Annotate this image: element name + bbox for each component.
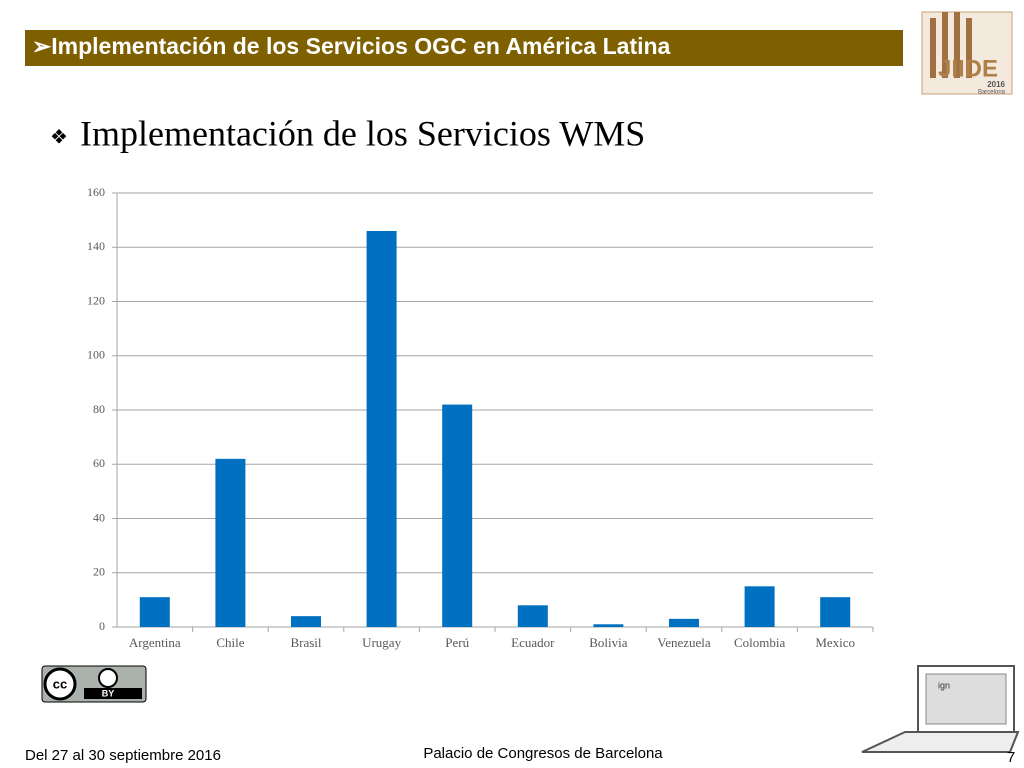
x-tick-label: Bolivia — [589, 635, 628, 650]
x-tick-label: Urugay — [362, 635, 401, 650]
y-tick-label: 80 — [93, 402, 105, 416]
y-tick-label: 40 — [93, 510, 105, 524]
y-tick-label: 100 — [87, 348, 105, 362]
logo: JIIDE 2016 Barcelona — [921, 11, 1013, 96]
y-tick-label: 160 — [87, 185, 105, 199]
x-tick-label: Ecuador — [511, 635, 555, 650]
bar — [215, 458, 246, 627]
laptop-label: ign — [938, 680, 950, 690]
bar — [517, 605, 548, 627]
bar — [442, 404, 473, 627]
chart: 0 20 40 60 80 100 120 140 160 Argentina Chile Brasi… — [87, 185, 874, 650]
page-number: 7 — [1007, 749, 1015, 766]
x-tick-label: Mexico — [815, 635, 855, 650]
logo-year: 2016 — [987, 80, 1005, 89]
x-tick-label: Argentina — [129, 635, 181, 650]
bar — [139, 597, 170, 627]
x-tick-label: Colombia — [734, 635, 786, 650]
bar — [291, 616, 321, 627]
bar — [820, 597, 851, 627]
x-tick-label: Brasil — [290, 635, 321, 650]
heading-bullet: ❖ — [50, 127, 68, 149]
bar — [669, 618, 699, 627]
bar — [744, 586, 775, 627]
y-tick-label: 0 — [99, 619, 105, 633]
y-tick-label: 60 — [93, 456, 105, 470]
header-bar — [25, 30, 903, 66]
svg-text:cc: cc — [53, 676, 67, 691]
y-tick-label: 20 — [93, 565, 105, 579]
logo-name: JIIDE — [938, 55, 998, 82]
cc-badge: cc BY — [41, 665, 147, 703]
logo-city: Barcelona — [978, 90, 1006, 96]
laptop: ign — [861, 665, 1020, 753]
footer-dates: Del 27 al 30 septiembre 2016 — [25, 747, 221, 764]
bar — [593, 624, 624, 627]
x-tick-label: Chile — [216, 635, 244, 650]
header-title: ➢Implementación de los Servicios OGC en … — [32, 33, 671, 59]
x-tick-label: Venezuela — [657, 635, 711, 650]
heading: Implementación de los Servicios WMS — [80, 113, 645, 153]
cc-by: BY — [102, 688, 115, 698]
footer-venue: Palacio de Congresos de Barcelona — [423, 745, 663, 762]
bar — [366, 230, 397, 627]
y-tick-label: 140 — [87, 239, 105, 253]
y-tick-label: 120 — [87, 293, 105, 307]
x-tick-label: Perú — [445, 635, 469, 650]
